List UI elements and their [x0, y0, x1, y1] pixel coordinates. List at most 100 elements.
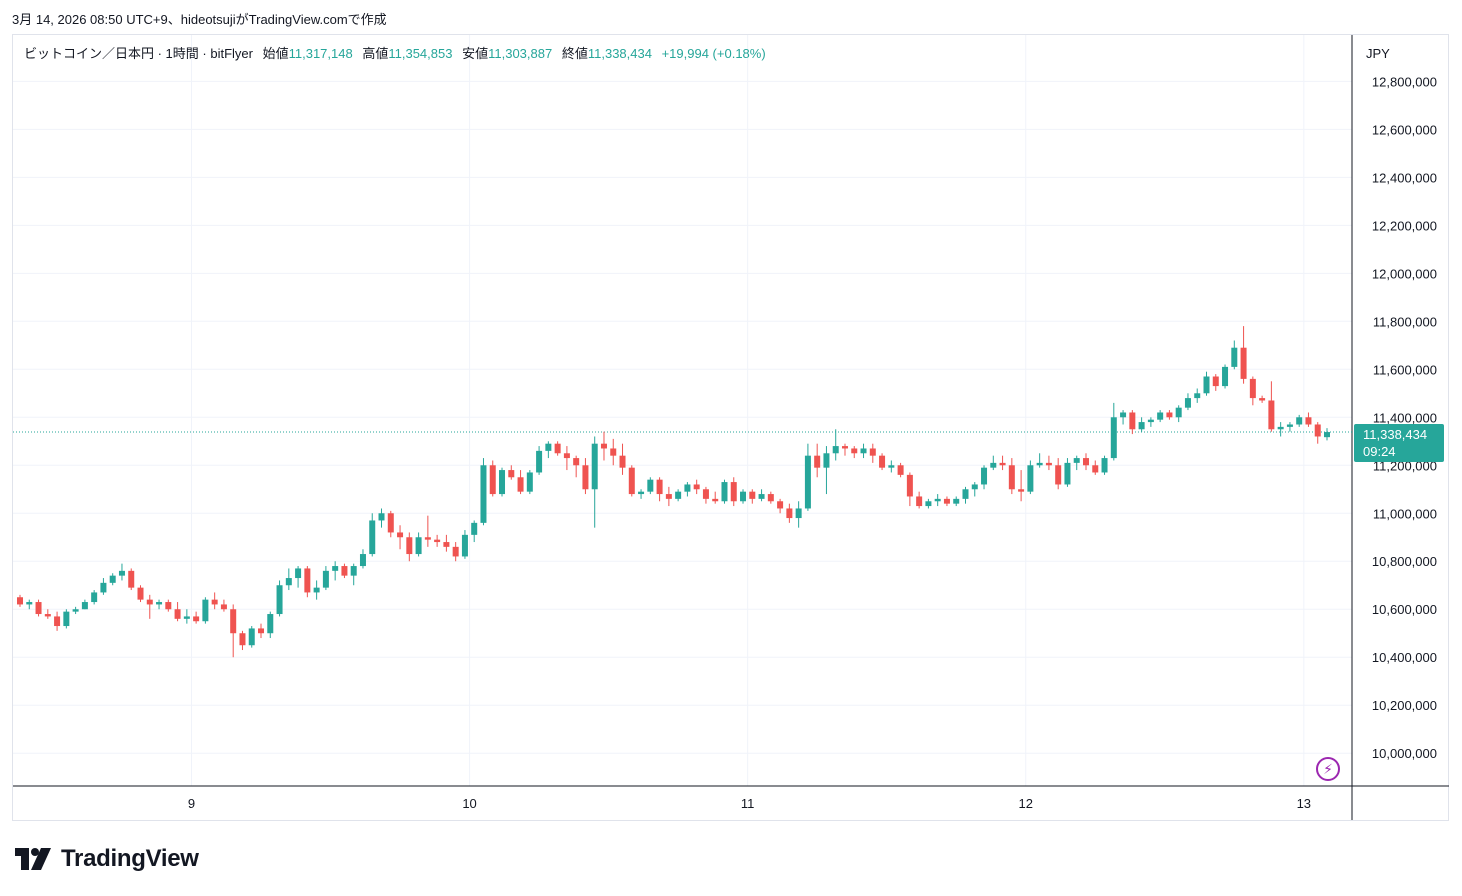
candle-down	[1249, 378, 1256, 399]
candle-down	[1045, 462, 1052, 466]
candle-up	[971, 484, 978, 490]
candle-up	[183, 616, 190, 619]
y-tick-label: 10,000,000	[1372, 746, 1437, 761]
candle-up	[647, 479, 654, 492]
candle-down	[1305, 417, 1312, 425]
candle-down	[489, 465, 496, 495]
candle-up	[276, 585, 283, 615]
candle-up	[248, 628, 255, 646]
candle-down	[304, 568, 311, 593]
y-tick-label: 11,000,000	[1373, 506, 1437, 521]
candle-up	[1064, 462, 1071, 485]
candle-down	[619, 455, 626, 468]
candle-up	[1073, 458, 1080, 463]
y-tick-label: 11,400,000	[1373, 410, 1437, 425]
candle-down	[841, 446, 848, 449]
candle-up	[1036, 462, 1043, 466]
candle-up	[925, 501, 932, 507]
candle-down	[869, 448, 876, 456]
candle-up	[26, 602, 33, 605]
candle-down	[693, 484, 700, 490]
candle-down	[443, 542, 450, 547]
candle-up	[591, 443, 598, 490]
candle-up	[1175, 407, 1182, 418]
candle-down	[35, 602, 42, 615]
candle-down	[767, 494, 774, 502]
candle-up	[295, 568, 302, 579]
candle-up	[795, 508, 802, 519]
candle-down	[628, 467, 635, 495]
candle-down	[406, 537, 413, 555]
lightning-icon[interactable]: ⚡	[1316, 757, 1340, 781]
tradingview-logo[interactable]: TradingView	[15, 843, 199, 875]
candle-up	[1194, 393, 1201, 399]
change-value: +19,994 (+0.18%)	[661, 46, 766, 61]
candle-down	[943, 498, 950, 504]
candle-down	[517, 477, 524, 492]
x-tick-label: 11	[741, 796, 755, 811]
currency-label[interactable]: JPY	[1366, 46, 1390, 61]
y-tick-label: 12,000,000	[1372, 266, 1437, 281]
candle-down	[573, 458, 580, 466]
candle-down	[165, 602, 172, 610]
candle-down	[1018, 489, 1025, 492]
candle-down	[665, 494, 672, 499]
candle-up	[1231, 347, 1238, 367]
candle-up	[1027, 465, 1034, 492]
candle-up	[1286, 424, 1293, 427]
chart-attribution-header: 3月 14, 2026 08:50 UTC+9、hideotsujiがTradi…	[12, 12, 387, 27]
candle-up	[118, 570, 125, 576]
candle-down	[174, 609, 181, 619]
candle-down	[999, 462, 1006, 466]
candle-up	[91, 592, 98, 603]
candle-down	[211, 599, 218, 605]
candle-up	[350, 566, 357, 576]
candle-down	[341, 566, 348, 576]
candle-up	[369, 520, 376, 555]
candle-down	[851, 448, 858, 454]
candle-down	[230, 609, 237, 634]
high-value: 11,354,853	[388, 46, 453, 61]
candle-down	[54, 616, 61, 627]
candle-down	[452, 546, 459, 557]
candle-down	[1268, 400, 1275, 430]
candle-up	[526, 472, 533, 492]
candle-up	[480, 465, 487, 523]
candle-up	[109, 575, 116, 583]
candle-up	[1222, 366, 1229, 387]
candle-down	[1240, 347, 1247, 379]
y-tick-label: 10,400,000	[1372, 650, 1437, 665]
candle-up	[415, 537, 422, 555]
y-tick-label: 11,200,000	[1373, 458, 1437, 473]
candle-up	[860, 448, 867, 454]
candle-down	[702, 489, 709, 499]
candle-up	[545, 443, 552, 451]
candle-up	[740, 491, 747, 502]
candle-down	[554, 443, 561, 454]
x-tick-label: 13	[1297, 796, 1311, 811]
x-tick-label: 9	[188, 796, 195, 811]
candle-up	[1120, 412, 1127, 418]
bar-countdown: 09:24	[1363, 444, 1396, 459]
tradingview-logo-icon	[15, 848, 51, 870]
candle-down	[777, 501, 784, 509]
candle-up	[471, 522, 478, 535]
x-tick-label: 12	[1019, 796, 1033, 811]
candle-down	[656, 479, 663, 495]
y-tick-label: 10,800,000	[1372, 554, 1437, 569]
candle-down	[128, 570, 135, 588]
candle-down	[44, 614, 51, 617]
candle-up	[1147, 419, 1154, 423]
candle-up	[823, 453, 830, 468]
candle-down	[1008, 465, 1015, 490]
tradingview-logo-text: TradingView	[61, 845, 199, 872]
candle-down	[600, 443, 607, 449]
candle-up	[1138, 422, 1145, 430]
low-label: 安値	[462, 46, 489, 61]
symbol-label[interactable]: ビットコイン／日本円 · 1時間 · bitFlyer	[24, 46, 253, 61]
chart-frame[interactable]	[12, 34, 1449, 821]
y-tick-label: 11,800,000	[1373, 314, 1437, 329]
candle-down	[1314, 424, 1321, 437]
candle-up	[267, 614, 274, 634]
